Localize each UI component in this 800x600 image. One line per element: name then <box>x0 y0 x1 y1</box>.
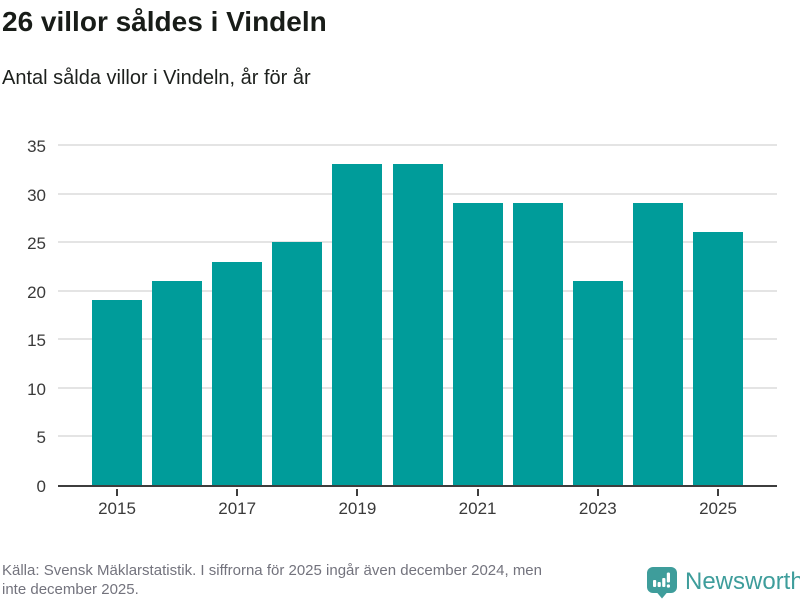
source-note: Källa: Svensk Mäklarstatistik. I siffror… <box>2 562 542 598</box>
x-tick-2025 <box>717 489 719 496</box>
newsworthy-bar-chart-bubble-icon <box>647 566 677 598</box>
x-tick-label-2021: 2021 <box>458 499 497 518</box>
x-tick-label-2015: 2015 <box>98 499 136 518</box>
y-tick-label-20: 20 <box>27 282 46 302</box>
y-axis-labels: 0 5 10 15 20 25 30 35 <box>0 137 46 496</box>
gridline-35 <box>58 144 777 146</box>
x-tick-2015 <box>116 489 118 496</box>
bar-2020 <box>392 164 443 485</box>
x-tick-2019 <box>356 489 359 496</box>
y-tick-label-10: 10 <box>27 379 46 399</box>
bar-2025 <box>693 232 743 485</box>
newsworthy-wordmark: Newsworthy <box>685 568 800 595</box>
bar-2018 <box>272 242 323 485</box>
y-tick-label-35: 35 <box>27 137 46 156</box>
bar-2023 <box>572 281 623 485</box>
y-tick-label-15: 15 <box>27 331 46 351</box>
x-axis: 2015 2017 2019 2021 2023 2025 <box>0 489 800 529</box>
y-tick-label-0: 0 <box>36 477 46 496</box>
bar-2019 <box>332 164 383 485</box>
bar-2016 <box>152 281 203 485</box>
bar-2024 <box>632 203 683 485</box>
y-tick-label-5: 5 <box>36 428 46 448</box>
x-tick-label-2017: 2017 <box>218 499 257 518</box>
x-tick-2021 <box>476 489 479 496</box>
bar-2022 <box>512 203 563 485</box>
x-tick-label-2023: 2023 <box>578 499 617 518</box>
bar-2015 <box>92 300 142 485</box>
x-tick-2017 <box>236 489 239 496</box>
y-tick-label-25: 25 <box>27 234 46 254</box>
bar-2021 <box>452 203 503 485</box>
x-tick-label-2019: 2019 <box>338 499 377 518</box>
bar-2017 <box>212 261 263 485</box>
y-tick-label-30: 30 <box>27 185 46 205</box>
chart-subtitle: Antal sålda villor i Vindeln, år för år <box>2 67 311 89</box>
chart-title: 26 villor såldes i Vindeln <box>2 6 327 37</box>
x-tick-2023 <box>596 489 599 496</box>
plot-area <box>58 144 777 487</box>
newsworthy-logo: Newsworthy <box>646 565 800 599</box>
x-tick-label-2025: 2025 <box>699 499 737 518</box>
